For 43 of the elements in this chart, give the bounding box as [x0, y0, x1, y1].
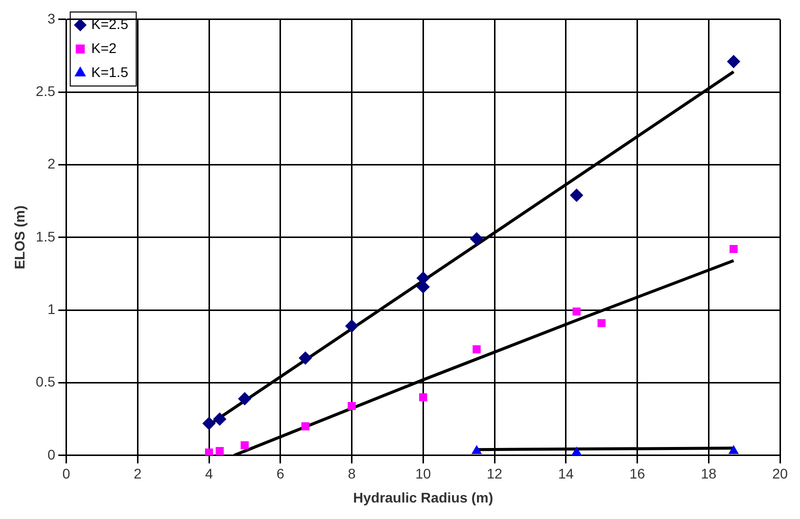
point	[572, 307, 581, 316]
x-tick-label: 6	[276, 466, 284, 482]
point	[730, 244, 738, 254]
point	[472, 345, 481, 354]
x-tick-label: 4	[205, 466, 214, 482]
point	[240, 441, 249, 450]
point	[598, 319, 606, 328]
x-tick-label: 18	[700, 466, 717, 482]
x-tick-label: 10	[415, 466, 432, 482]
y-tick-label: 1	[47, 300, 56, 317]
point	[472, 446, 482, 454]
point	[301, 422, 310, 430]
point	[727, 55, 740, 68]
y-tick-label: 2	[47, 156, 56, 172]
point	[298, 352, 312, 365]
point	[204, 448, 214, 456]
point	[216, 447, 224, 456]
point	[213, 412, 226, 426]
point	[419, 393, 428, 402]
point	[345, 320, 358, 333]
legend-label: K=1.5	[91, 64, 128, 80]
point	[570, 188, 584, 202]
y-axis-title: ELOS (m)	[11, 206, 28, 270]
legend-label: K=2	[91, 40, 117, 56]
y-tick-label: 1.5	[36, 228, 56, 244]
point	[470, 232, 484, 246]
y-tick-label: 0.5	[36, 374, 56, 390]
x-tick-label: 20	[772, 466, 788, 482]
x-tick-label: 14	[558, 466, 574, 482]
x-axis-title: Hydraulic Radius (m)	[353, 489, 494, 506]
point	[572, 446, 582, 456]
x-tick-label: 2	[134, 466, 142, 482]
y-tick-label: 0	[47, 446, 56, 462]
point	[238, 392, 252, 406]
y-tick-label: 3	[47, 10, 56, 26]
x-tick-label: 16	[629, 466, 646, 482]
y-tick-label: 2.5	[36, 82, 56, 99]
point	[202, 416, 216, 430]
x-tick-label: 0	[62, 466, 70, 482]
point	[348, 402, 356, 410]
point	[728, 446, 738, 454]
x-tick-label: 8	[348, 466, 356, 482]
x-tick-label: 12	[486, 466, 502, 482]
